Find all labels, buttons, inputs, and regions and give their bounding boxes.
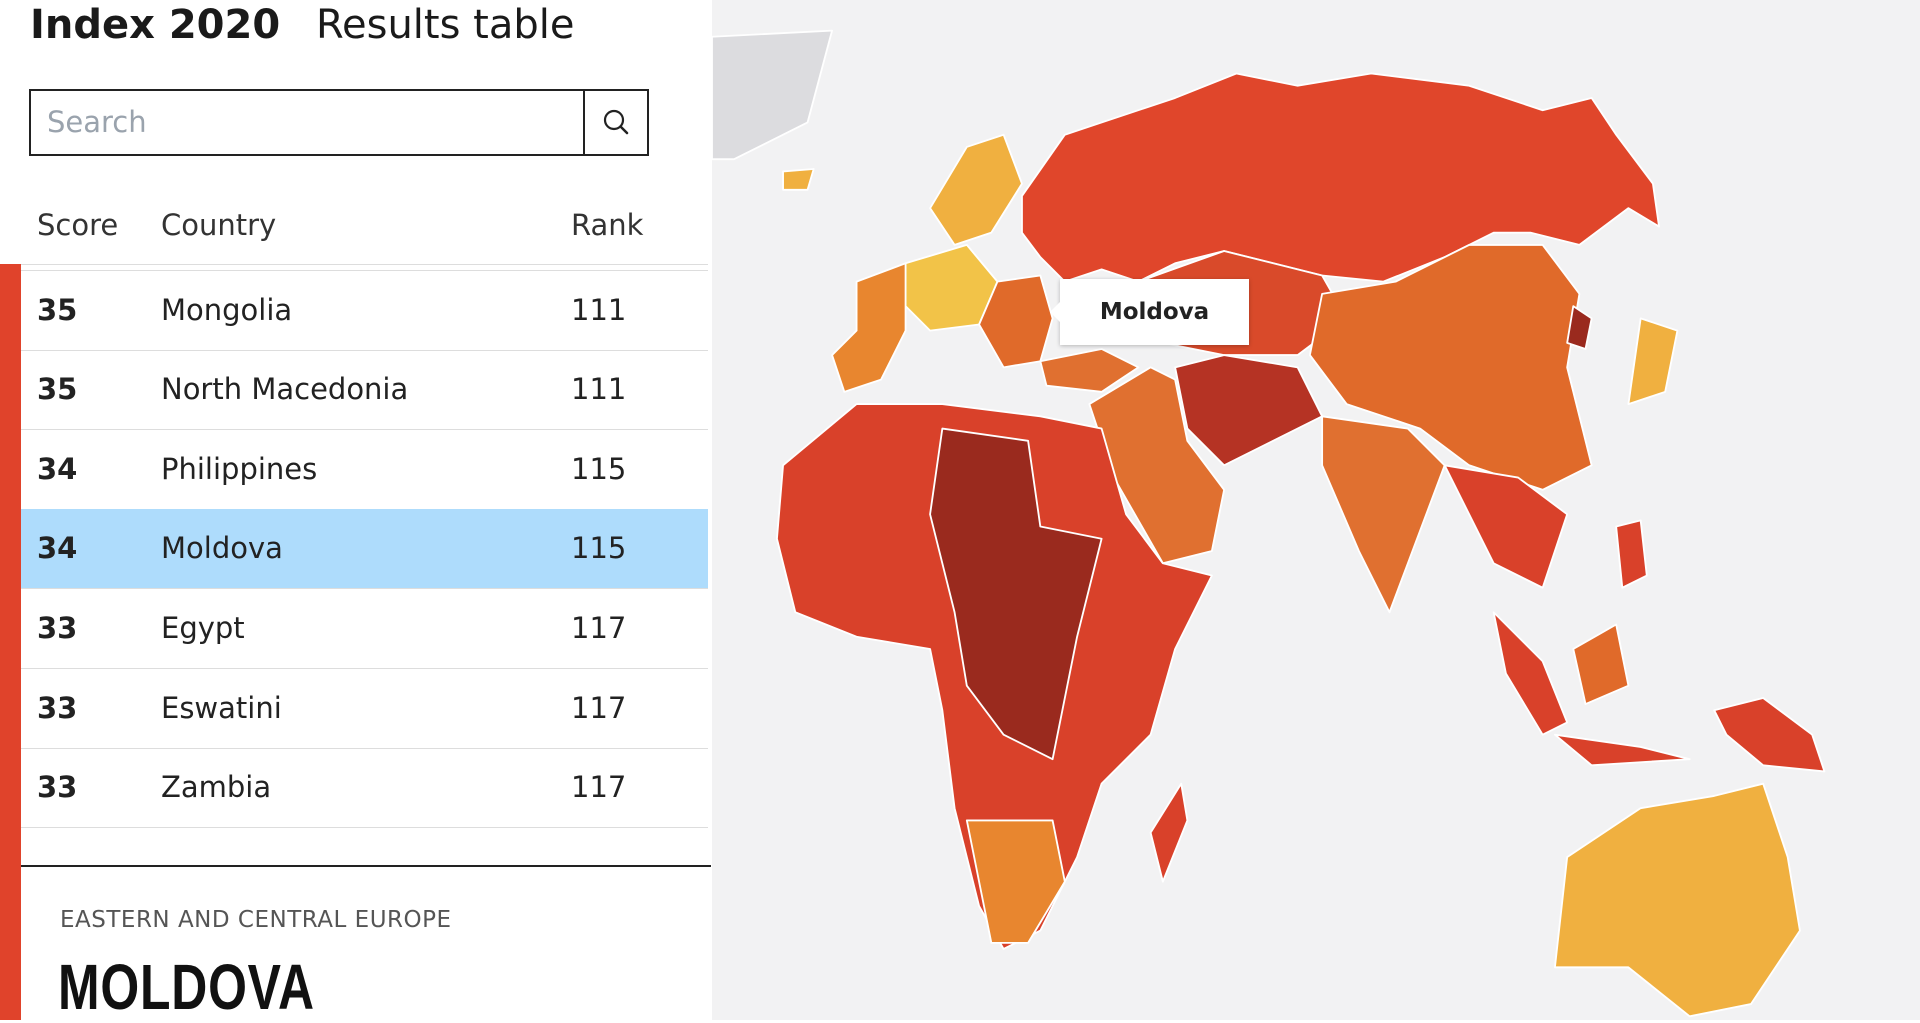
rank-cell: 111 xyxy=(571,265,626,270)
iran-afghanistan[interactable] xyxy=(1174,354,1324,467)
rank-cell: 115 xyxy=(571,451,627,486)
india[interactable] xyxy=(1321,415,1446,614)
table-row[interactable]: 35 North Macedonia 111 xyxy=(21,350,708,431)
country-cell: Zambia xyxy=(161,770,272,805)
search-icon xyxy=(603,109,629,135)
greenland[interactable] xyxy=(712,29,833,161)
table-row[interactable]: 34 Philippines 115 xyxy=(21,430,708,510)
table-row[interactable]: 34 Moldova 115 xyxy=(21,509,708,590)
score-cell: 35 xyxy=(37,292,78,327)
sumatra[interactable] xyxy=(1492,611,1569,736)
iceland[interactable] xyxy=(782,168,815,191)
column-header[interactable]: Country xyxy=(161,208,277,242)
page-title: Index 2020 xyxy=(30,2,281,48)
column-header[interactable]: Score xyxy=(37,208,119,242)
table-row[interactable]: 35 Panama 111 xyxy=(21,265,708,271)
results-table: 35 Panama 111 35 Mongolia 111 35 North Macedoni… xyxy=(21,264,708,865)
table-row[interactable]: 33 Egypt 117 xyxy=(21,589,708,669)
score-cell: 34 xyxy=(37,531,78,566)
turkey[interactable] xyxy=(1039,348,1140,393)
search-placeholder: Search xyxy=(47,105,147,139)
rank-cell: 117 xyxy=(571,690,627,725)
search-button[interactable] xyxy=(583,91,647,154)
rank-cell: 117 xyxy=(571,770,627,805)
rank-cell: 111 xyxy=(571,292,627,327)
arabia[interactable] xyxy=(1088,366,1226,565)
central-africa[interactable] xyxy=(929,427,1103,761)
score-cell: 33 xyxy=(37,770,78,805)
table-row[interactable]: 33 Eswatini 117 xyxy=(21,669,708,749)
southeast-asia[interactable] xyxy=(1443,464,1569,589)
iberia-france[interactable] xyxy=(831,262,907,393)
region-label: EASTERN AND CENTRAL EUROPE xyxy=(60,907,452,933)
papua[interactable] xyxy=(1713,697,1826,773)
country-cell: Egypt xyxy=(161,611,245,645)
scandinavia[interactable] xyxy=(929,133,1023,246)
table-row[interactable]: 35 Mongolia 111 xyxy=(21,271,708,351)
score-cell: 33 xyxy=(37,690,78,725)
country-cell: North Macedonia xyxy=(161,372,409,407)
divider xyxy=(21,865,711,867)
world-map[interactable] xyxy=(712,0,1920,1020)
country-cell: Mongolia xyxy=(161,292,293,327)
rank-cell: 115 xyxy=(571,531,627,566)
search-box[interactable]: Search xyxy=(29,89,649,156)
results-panel: Index 2020 Results table Search Score Co… xyxy=(0,0,711,1023)
score-cell: 35 xyxy=(37,265,77,270)
table-row[interactable]: 33 Zambia 117 xyxy=(21,748,708,829)
rank-cell: 117 xyxy=(571,611,627,645)
country-heading: MOLDOVA xyxy=(58,951,315,1023)
borneo[interactable] xyxy=(1572,623,1630,705)
china[interactable] xyxy=(1308,243,1593,491)
australia[interactable] xyxy=(1553,782,1801,1018)
page-subtitle: Results table xyxy=(316,2,575,48)
country-cell: Moldova xyxy=(161,531,283,566)
north-korea[interactable] xyxy=(1566,305,1593,350)
column-header[interactable]: Rank xyxy=(571,208,644,242)
rank-cell: 111 xyxy=(571,372,627,407)
map-tooltip: Moldova xyxy=(1050,279,1249,345)
philippines[interactable] xyxy=(1615,519,1648,589)
country-cell: Eswatini xyxy=(161,690,282,725)
score-cell: 34 xyxy=(37,451,78,486)
russia[interactable] xyxy=(1021,72,1660,283)
southern-africa[interactable] xyxy=(965,819,1066,944)
japan[interactable] xyxy=(1627,317,1679,405)
score-color-bar xyxy=(0,264,21,1020)
score-cell: 33 xyxy=(37,611,78,645)
country-cell: Panama xyxy=(161,265,277,270)
score-cell: 35 xyxy=(37,372,78,407)
madagascar[interactable] xyxy=(1149,782,1189,883)
country-cell: Philippines xyxy=(161,451,318,486)
java[interactable] xyxy=(1553,733,1691,767)
